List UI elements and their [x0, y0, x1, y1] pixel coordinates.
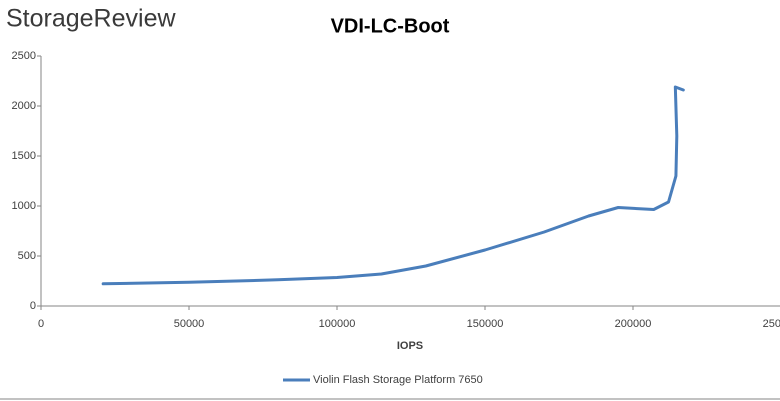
brand-logo: StorageReview — [6, 5, 176, 33]
y-tick-label: 2500 — [12, 50, 36, 62]
x-tick-label: 50000 — [174, 318, 205, 330]
data-line — [101, 85, 685, 286]
y-tick-label: 1000 — [12, 200, 36, 212]
x-tick-label: 0 — [38, 318, 44, 330]
y-tick-label: 1500 — [12, 150, 36, 162]
x-tick-label: 250000 — [763, 318, 780, 330]
chart-title: VDI-LC-Boot — [331, 15, 450, 37]
x-axis-label: IOPS — [397, 340, 423, 352]
y-tick-label: 0 — [30, 300, 36, 312]
x-tick-label: 150000 — [467, 318, 504, 330]
x-tick-label: 200000 — [615, 318, 652, 330]
y-tick-label: 500 — [18, 250, 36, 262]
x-tick-label: 100000 — [319, 318, 356, 330]
y-tick-label: 2000 — [12, 100, 36, 112]
legend-label: Violin Flash Storage Platform 7650 — [313, 374, 483, 386]
